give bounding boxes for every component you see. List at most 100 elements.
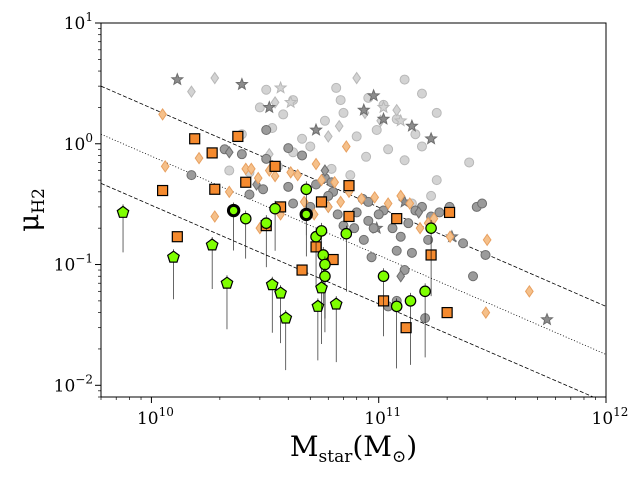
data-point-circle <box>239 212 252 225</box>
data-point-circle <box>226 203 241 218</box>
data-point-square <box>171 231 183 243</box>
data-point-circle <box>363 215 374 226</box>
data-point-circle <box>371 125 382 136</box>
data-point-circle <box>338 107 349 118</box>
data-point-circle <box>391 245 402 256</box>
data-point-square <box>206 147 218 159</box>
data-point-circle <box>468 271 479 282</box>
data-point-circle <box>186 170 197 181</box>
data-point-circle <box>335 95 346 106</box>
data-point-diamond <box>210 210 220 223</box>
data-point-circle <box>236 149 247 160</box>
data-point-circle <box>406 247 417 258</box>
data-points <box>116 71 554 371</box>
data-point-diamond <box>414 206 424 219</box>
series-2-diamond <box>187 71 402 161</box>
data-point-circle <box>390 300 403 313</box>
data-point-circle <box>403 218 414 229</box>
series-10-circle <box>226 202 313 257</box>
data-point-circle <box>305 141 316 152</box>
data-point-diamond <box>330 175 340 189</box>
x-tick-label: 1011 <box>364 405 401 429</box>
data-point-circle <box>458 238 469 249</box>
data-point-diamond <box>270 169 280 183</box>
data-point-diamond <box>482 233 492 247</box>
data-point-circle <box>297 150 308 161</box>
x-axis-label: Mstar​(M⊙​) <box>290 430 417 467</box>
data-point-circle <box>395 231 406 242</box>
data-point-square <box>189 133 201 145</box>
data-point-circle <box>332 209 343 220</box>
data-point-diamond <box>445 230 455 244</box>
data-point-circle <box>373 209 384 220</box>
axis-ticks: 1010 1011 1012 10−2 10−1 100 101 <box>54 10 629 429</box>
data-point-star <box>283 95 298 109</box>
data-point-circle <box>283 143 294 154</box>
data-point-diamond <box>158 108 168 121</box>
data-point-diamond <box>383 197 393 210</box>
data-point-square <box>157 184 169 197</box>
data-point-diamond <box>224 145 234 159</box>
data-point-square <box>441 306 453 319</box>
data-point-pentagon <box>274 286 288 299</box>
data-point-star <box>376 100 391 114</box>
data-point-square <box>315 196 328 208</box>
data-point-circle <box>299 207 313 222</box>
data-point-circle <box>224 165 235 176</box>
x-tick-label: 1010 <box>137 405 174 429</box>
data-point-star <box>273 80 288 94</box>
data-point-circle <box>431 107 442 118</box>
data-point-circle <box>244 189 255 200</box>
data-point-diamond <box>224 185 234 199</box>
data-point-pentagon <box>315 281 328 294</box>
data-point-diamond <box>320 164 330 177</box>
data-point-circle <box>366 252 377 263</box>
data-point-star <box>309 122 323 136</box>
data-point-circle <box>361 151 372 162</box>
y-tick-label: 10−1 <box>54 252 93 276</box>
reference-line-3 <box>101 182 595 397</box>
data-point-circle <box>315 225 328 237</box>
data-point-circle <box>368 223 379 234</box>
y-tick-label: 100 <box>64 131 93 155</box>
data-point-diamond <box>253 171 263 185</box>
data-point-diamond <box>286 165 296 179</box>
data-point-diamond <box>396 269 406 283</box>
reference-line-2 <box>101 133 606 355</box>
data-point-circle <box>434 207 445 218</box>
data-point-circle <box>358 234 369 245</box>
data-point-diamond <box>317 173 326 187</box>
data-point-circle <box>261 153 272 164</box>
data-point-circle <box>269 202 281 215</box>
y-axis-label: μH2​ <box>12 188 49 232</box>
data-point-circle <box>345 170 356 181</box>
data-point-circle <box>300 183 313 196</box>
data-point-circle <box>340 227 353 240</box>
data-point-circle <box>431 175 442 186</box>
reference-line-1 <box>101 85 606 307</box>
data-point-diamond <box>405 197 415 210</box>
data-point-square <box>400 322 412 334</box>
data-point-diamond <box>311 157 321 171</box>
data-point-circle <box>297 133 308 144</box>
data-point-circle <box>399 155 410 166</box>
data-point-circle <box>426 190 437 201</box>
data-point-circle <box>254 102 265 113</box>
data-point-circle <box>387 223 398 234</box>
data-point-star <box>262 100 277 114</box>
data-point-square <box>296 264 308 276</box>
data-point-diamond <box>293 168 303 182</box>
data-point-circle <box>404 295 417 307</box>
data-point-circle <box>464 157 475 168</box>
data-point-diamond <box>334 119 344 133</box>
data-point-diamond <box>210 71 220 85</box>
data-point-pentagon <box>116 205 130 218</box>
data-point-square <box>343 180 355 192</box>
data-point-circle <box>317 249 330 261</box>
data-point-pentagon <box>205 238 219 251</box>
data-point-circle <box>383 144 394 155</box>
data-point-circle <box>258 184 269 195</box>
data-point-circle <box>363 196 374 207</box>
data-point-star <box>366 88 381 102</box>
data-point-diamond <box>524 284 534 298</box>
